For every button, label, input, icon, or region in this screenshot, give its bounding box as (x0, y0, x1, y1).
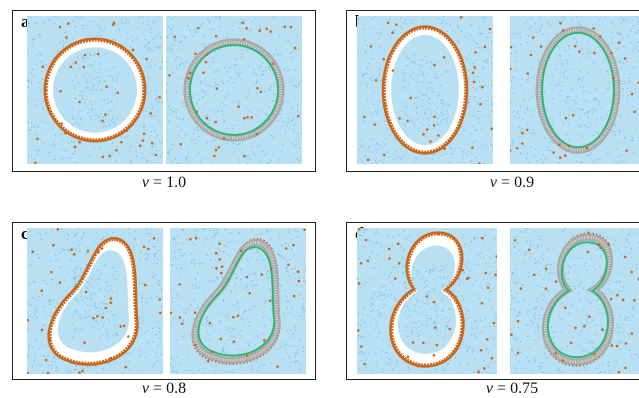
panel-a: a (12, 10, 316, 172)
vesicle-hollow-pear (27, 228, 163, 374)
simulation-snapshot-left-a (27, 16, 163, 164)
vesicle-hollow-oval (357, 16, 493, 164)
panel-label-c: c (19, 224, 31, 243)
caption-b: v = 0.9 (489, 174, 535, 191)
panel-c: c (12, 222, 316, 380)
caption-d: v = 0.75 (485, 380, 539, 397)
panel-d: d (346, 222, 639, 380)
simulation-snapshot-right-c (170, 228, 306, 374)
vesicle-full-circle (166, 16, 302, 164)
vesicle-full-oval (510, 16, 639, 164)
simulation-snapshot-right-d (510, 228, 639, 374)
caption-a: v = 1.0 (141, 174, 187, 191)
panel-b: b (346, 10, 639, 172)
simulation-snapshot-right-a (166, 16, 302, 164)
simulation-snapshot-left-b (357, 16, 493, 164)
simulation-snapshot-right-b (510, 16, 639, 164)
simulation-snapshot-left-c (27, 228, 163, 374)
vesicle-hollow-circle (27, 16, 163, 164)
caption-c: v = 0.8 (141, 380, 187, 397)
vesicle-full-figure-eight (510, 228, 639, 374)
simulation-snapshot-left-d (357, 228, 497, 374)
vesicle-full-pear (170, 228, 306, 374)
vesicle-hollow-figure-eight (357, 228, 497, 374)
